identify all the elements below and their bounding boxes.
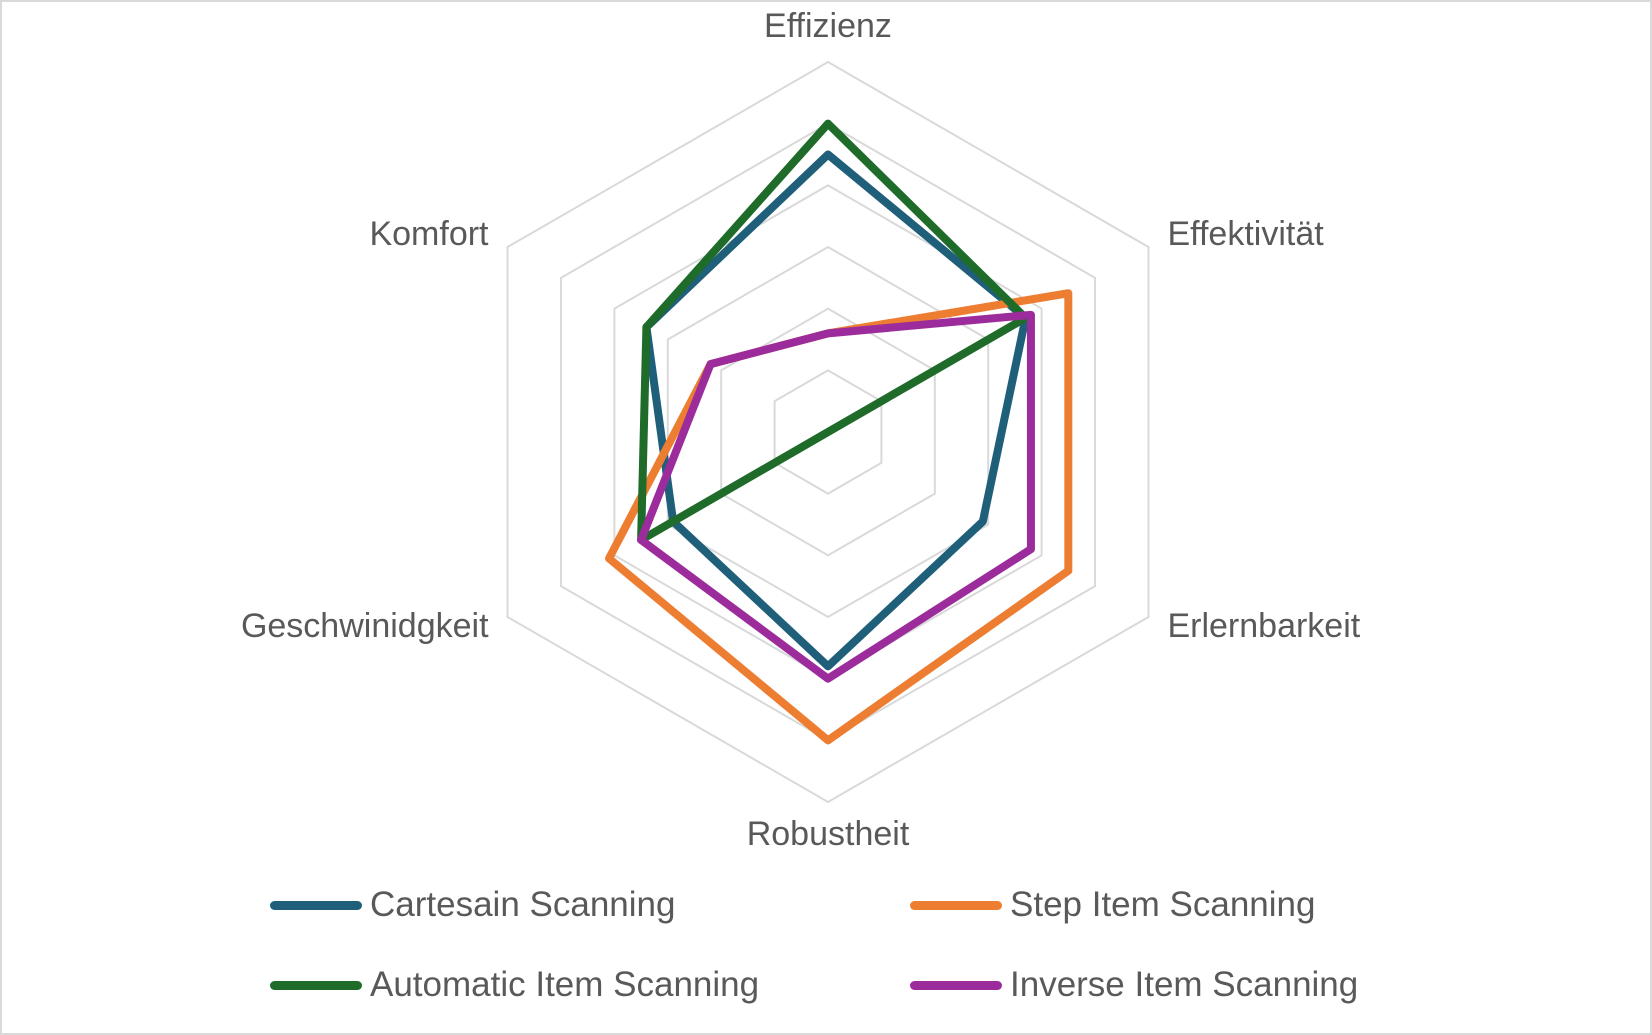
legend-label-automatic-item-scanning: Automatic Item Scanning (370, 965, 760, 1004)
axis-label-effektivit-t: Effektivität (1167, 215, 1324, 253)
series-line-inverse-item-scanning (637, 310, 1035, 683)
legend-item-step-item-scanning: Step Item Scanning (910, 878, 1410, 932)
legend-item-inverse-item-scanning: Inverse Item Scanning (910, 958, 1410, 1012)
legend-label-inverse-item-scanning: Inverse Item Scanning (1010, 965, 1359, 1004)
axis-label-robustheit: Robustheit (747, 815, 910, 853)
legend-item-cartesain-scanning: Cartesain Scanning (270, 878, 910, 932)
legend: Cartesain Scanning Step Item Scanning Au… (270, 878, 1410, 1018)
legend-swatch-cartesain-scanning (270, 900, 362, 910)
axis-label-komfort: Komfort (369, 215, 489, 253)
legend-label-cartesain-scanning: Cartesain Scanning (370, 885, 676, 924)
axis-label-effizienz: Effizienz (764, 7, 892, 45)
legend-swatch-inverse-item-scanning (910, 980, 1002, 990)
axis-label-erlernbarkeit: Erlernbarkeit (1167, 607, 1360, 645)
legend-label-step-item-scanning: Step Item Scanning (1010, 885, 1316, 924)
legend-item-automatic-item-scanning: Automatic Item Scanning (270, 958, 910, 1012)
radar-series (605, 119, 1073, 745)
legend-swatch-automatic-item-scanning (270, 980, 362, 990)
axis-labels: Effizienz Effektivität Erlernbarkeit Robust… (241, 7, 1361, 853)
grid-ring-6 (506, 60, 1150, 804)
series-line-automatic-item-scanning (637, 119, 1030, 544)
axis-label-geschwinidgkeit: Geschwinidgkeit (241, 607, 489, 645)
legend-swatch-step-item-scanning (910, 900, 1002, 910)
